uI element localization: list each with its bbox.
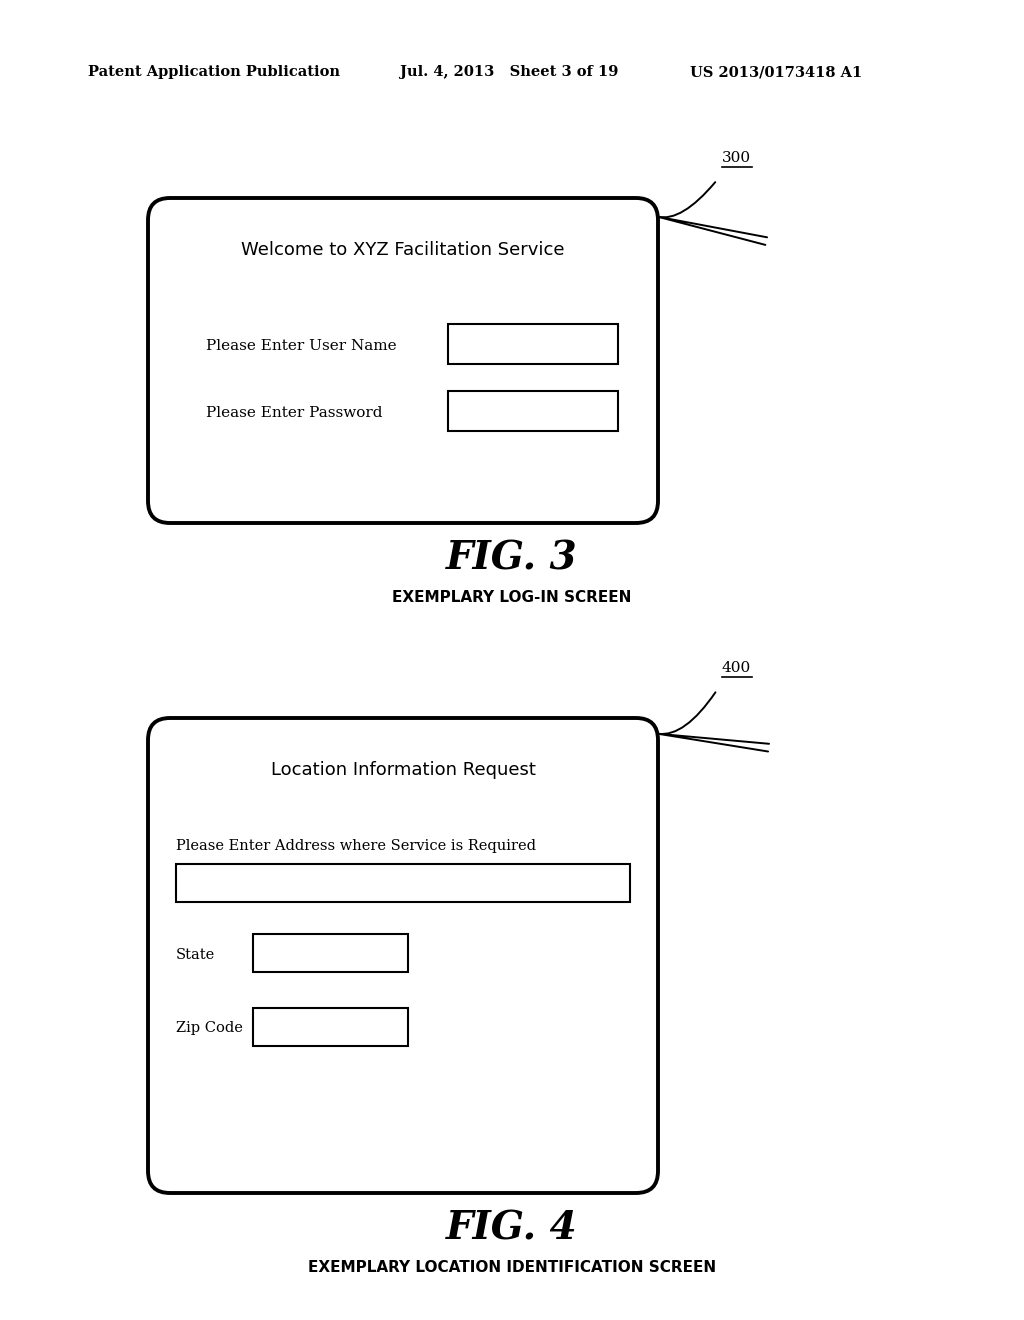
- Text: Please Enter User Name: Please Enter User Name: [206, 339, 396, 352]
- Text: State: State: [176, 948, 215, 962]
- Text: Location Information Request: Location Information Request: [270, 762, 536, 779]
- Text: Patent Application Publication: Patent Application Publication: [88, 65, 340, 79]
- FancyBboxPatch shape: [148, 718, 658, 1193]
- Text: EXEMPLARY LOG-IN SCREEN: EXEMPLARY LOG-IN SCREEN: [392, 590, 632, 605]
- Text: US 2013/0173418 A1: US 2013/0173418 A1: [690, 65, 862, 79]
- Text: Welcome to XYZ Facilitation Service: Welcome to XYZ Facilitation Service: [242, 242, 565, 259]
- Text: 300: 300: [722, 150, 752, 165]
- Bar: [253, 935, 408, 972]
- Text: Jul. 4, 2013   Sheet 3 of 19: Jul. 4, 2013 Sheet 3 of 19: [400, 65, 618, 79]
- Text: 400: 400: [722, 661, 752, 675]
- Text: EXEMPLARY LOCATION IDENTIFICATION SCREEN: EXEMPLARY LOCATION IDENTIFICATION SCREEN: [308, 1261, 716, 1275]
- Text: Zip Code: Zip Code: [176, 1020, 243, 1035]
- Bar: [449, 323, 618, 364]
- Text: Please Enter Password: Please Enter Password: [206, 407, 383, 420]
- Text: FIG. 4: FIG. 4: [446, 1209, 578, 1247]
- Text: Please Enter Address where Service is Required: Please Enter Address where Service is Re…: [176, 840, 536, 853]
- Bar: [253, 1008, 408, 1045]
- Bar: [176, 865, 630, 902]
- FancyBboxPatch shape: [148, 198, 658, 523]
- Bar: [449, 391, 618, 432]
- Text: FIG. 3: FIG. 3: [446, 539, 578, 577]
